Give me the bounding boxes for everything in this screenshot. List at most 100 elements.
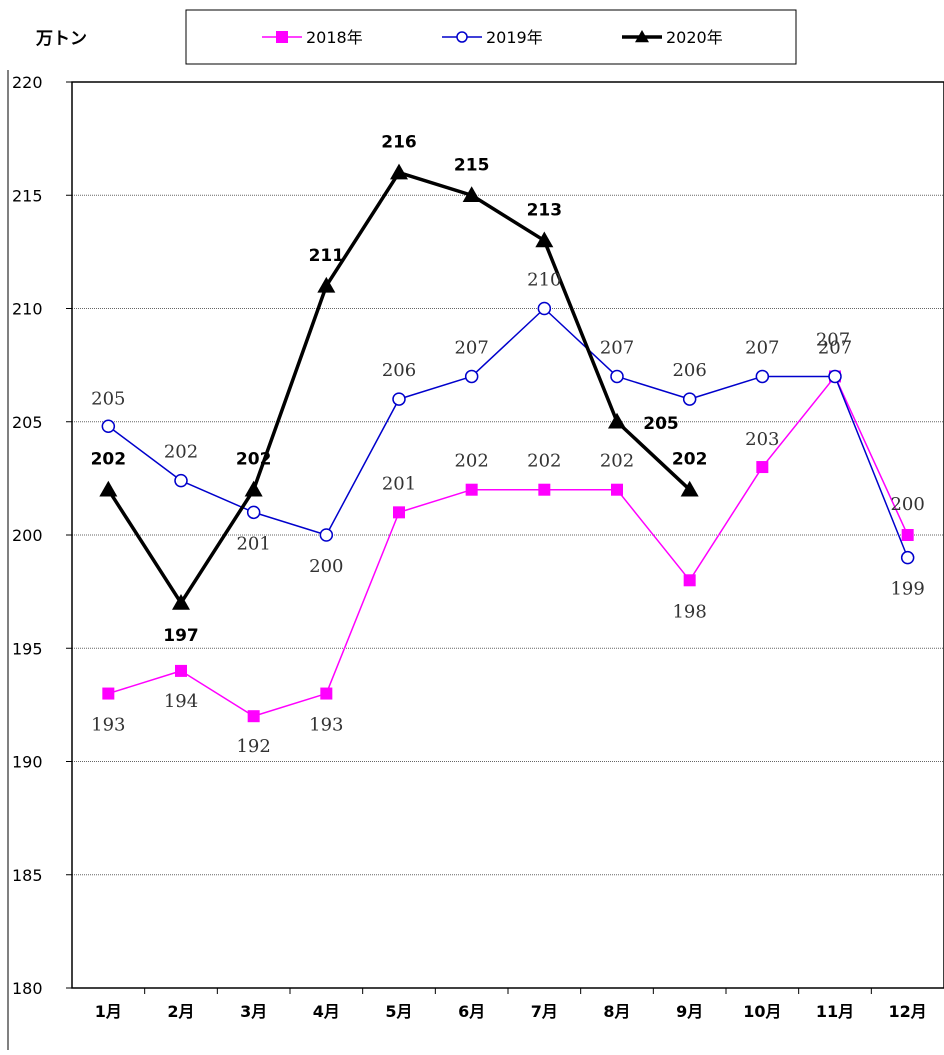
data-point-marker xyxy=(828,369,842,384)
y-tick-label: 180 xyxy=(12,979,43,998)
legend-label: 2020年 xyxy=(666,28,723,47)
data-label: 216 xyxy=(381,133,417,153)
data-labels: 193 194 192 193 201 202 202 202 198 203 207 200 205 2… xyxy=(91,133,925,758)
legend: 2018年 2019年 2020年 xyxy=(185,9,797,65)
data-point-marker xyxy=(175,664,187,677)
data-label: 193 xyxy=(91,715,125,736)
data-point-marker xyxy=(244,480,263,497)
x-tick-label: 3月 xyxy=(240,1002,267,1021)
data-point-marker xyxy=(319,528,334,542)
data-point-marker xyxy=(901,529,914,541)
data-point-marker xyxy=(393,506,405,519)
x-tick-label: 5月 xyxy=(385,1002,412,1021)
data-point-marker xyxy=(635,30,649,43)
data-label: 202 xyxy=(236,450,272,470)
data-point-marker xyxy=(276,31,288,43)
x-tick-label: 1月 xyxy=(95,1002,122,1021)
legend-item: 2019年 xyxy=(442,28,543,47)
data-point-marker xyxy=(392,392,406,406)
data-label: 193 xyxy=(309,715,343,736)
legend-item: 2020年 xyxy=(622,28,723,47)
data-label: 198 xyxy=(672,601,706,622)
data-label: 202 xyxy=(454,451,488,472)
data-label: 192 xyxy=(236,736,270,757)
data-label: 197 xyxy=(163,626,199,646)
data-label: 203 xyxy=(745,429,779,450)
data-label: 200 xyxy=(309,556,343,577)
series-2020年 xyxy=(99,163,699,610)
data-point-marker xyxy=(610,369,624,384)
data-point-marker xyxy=(317,276,336,293)
y-tick-label: 190 xyxy=(12,753,43,772)
data-label: 205 xyxy=(643,414,679,434)
data-label: 213 xyxy=(527,201,563,221)
x-tick-label: 12月 xyxy=(889,1002,927,1021)
x-tick-label: 8月 xyxy=(603,1002,630,1021)
data-label: 207 xyxy=(454,337,488,358)
y-tick-label: 205 xyxy=(12,413,43,432)
data-point-marker xyxy=(537,301,552,316)
data-point-marker xyxy=(246,505,261,520)
data-point-marker xyxy=(682,392,697,406)
x-tick-label: 6月 xyxy=(458,1002,485,1021)
data-label: 215 xyxy=(454,155,490,175)
data-point-marker xyxy=(535,231,554,248)
data-label: 202 xyxy=(91,450,127,470)
data-label: 211 xyxy=(309,246,345,266)
data-label: 205 xyxy=(91,388,125,409)
y-tick-label: 210 xyxy=(12,300,43,319)
data-label: 199 xyxy=(890,579,924,600)
legend-label: 2018年 xyxy=(306,28,363,47)
data-point-marker xyxy=(608,412,626,429)
x-tick-label: 9月 xyxy=(676,1002,703,1021)
y-tick-label: 195 xyxy=(12,639,43,658)
data-point-marker xyxy=(462,186,481,202)
data-point-marker xyxy=(172,593,190,610)
data-label: 200 xyxy=(890,494,924,515)
data-label: 202 xyxy=(164,442,198,463)
data-point-marker xyxy=(756,461,769,474)
data-label: 202 xyxy=(672,450,708,470)
y-tick-label: 215 xyxy=(12,186,43,205)
y-tick-label: 200 xyxy=(12,526,43,545)
data-label: 202 xyxy=(600,451,634,472)
data-point-marker xyxy=(683,574,696,587)
data-point-marker xyxy=(390,163,408,180)
data-label: 207 xyxy=(745,337,779,358)
data-label: 210 xyxy=(527,270,561,291)
data-label: 194 xyxy=(164,691,198,712)
series-line xyxy=(108,375,909,717)
legend-label: 2019年 xyxy=(486,28,543,47)
data-point-marker xyxy=(538,483,551,496)
data-point-marker xyxy=(99,480,118,497)
data-point-marker xyxy=(680,480,699,497)
x-tick-label: 7月 xyxy=(531,1002,558,1021)
data-point-marker xyxy=(755,369,770,384)
x-tick-label: 11月 xyxy=(816,1002,854,1021)
data-label: 202 xyxy=(527,451,561,472)
data-label: 201 xyxy=(236,533,270,554)
y-tick-label: 185 xyxy=(12,866,43,885)
data-label: 207 xyxy=(818,337,852,358)
x-tick-label: 4月 xyxy=(313,1002,340,1021)
y-tick-label: 220 xyxy=(12,73,43,92)
data-point-marker xyxy=(320,687,333,700)
data-label: 207 xyxy=(816,329,850,350)
data-label: 201 xyxy=(382,473,416,494)
data-point-marker xyxy=(247,710,260,723)
data-point-marker xyxy=(102,687,115,700)
x-tick-label: 10月 xyxy=(743,1002,781,1021)
data-point-marker xyxy=(464,369,479,384)
data-point-marker xyxy=(900,550,915,565)
legend-item: 2018年 xyxy=(262,28,363,47)
data-label: 207 xyxy=(600,337,634,358)
x-tick-label: 2月 xyxy=(167,1002,194,1021)
axes: 180 185 190 195 200 205 210 215 220 1月 2月 3月 4月 5月 6月 7… xyxy=(12,73,944,1021)
data-point-marker xyxy=(465,483,478,496)
data-label: 206 xyxy=(382,360,416,381)
data-label: 206 xyxy=(672,360,706,381)
series-lines xyxy=(99,163,915,723)
data-point-marker xyxy=(456,31,468,43)
